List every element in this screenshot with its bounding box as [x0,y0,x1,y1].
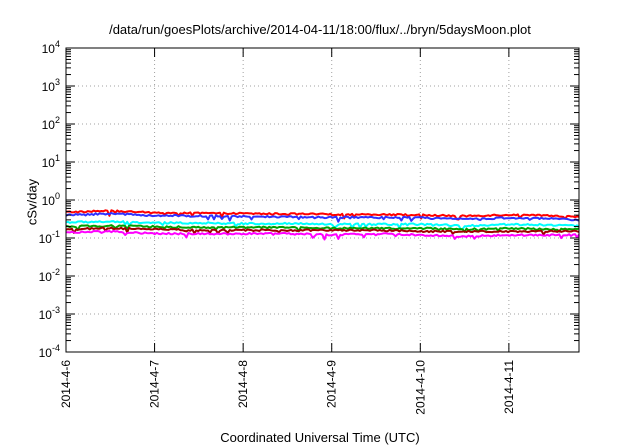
y-axis-label: cSv/day [24,178,40,226]
tick-layer [65,47,579,353]
series-layer [65,209,580,241]
series-line [65,220,580,231]
grid-layer [66,48,579,352]
x-tick-label: 2014-4-7 [148,360,162,408]
y-tick-label: 10-3 [39,305,60,322]
x-axis-label: Coordinated Universal Time (UTC) [220,430,420,445]
y-tick-label: 10-2 [39,267,60,284]
x-tick-labels: 2014-4-6 2014-4-7 2014-4-8 2014-4-9 2014-4-1… [59,360,516,415]
x-tick-label: 2014-4-6 [59,360,73,408]
x-tick-label: 2014-4-10 [413,360,427,415]
y-tick-label: 101 [42,153,60,170]
y-tick-label: 103 [42,77,60,94]
y-tick-label: 102 [42,115,60,132]
series-line [65,212,580,223]
chart-title: /data/run/goesPlots/archive/2014-04-11/1… [109,22,531,37]
x-tick-label: 2014-4-11 [502,360,516,414]
y-tick-label: 10-1 [39,229,60,246]
y-tick-label: 10-4 [39,343,60,360]
x-tick-label: 2014-4-9 [325,360,339,408]
series-line [66,229,580,241]
y-tick-labels: 10-4 10-3 10-2 10-1 100 101 102 103 104 [39,39,60,360]
series-line [65,209,580,221]
x-tick-label: 2014-4-8 [236,360,250,408]
series-line [65,226,580,236]
y-tick-label: 104 [42,39,60,56]
y-tick-label: 100 [42,191,60,208]
series-line [65,224,580,233]
